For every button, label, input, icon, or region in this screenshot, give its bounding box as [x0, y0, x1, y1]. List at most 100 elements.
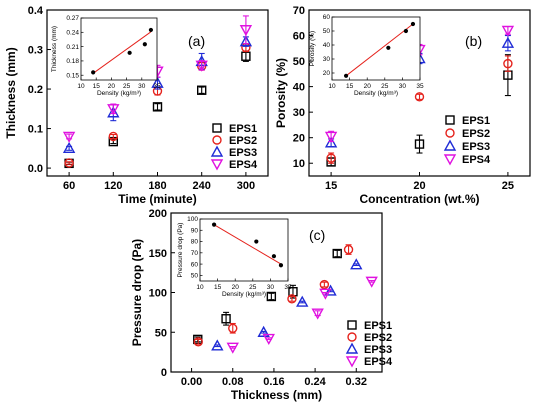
legend-label: EPS2 [229, 135, 257, 147]
legend-label: EPS1 [364, 320, 392, 332]
legend-label: EPS2 [462, 128, 490, 140]
x-axis-title: Thickness (mm) [231, 388, 322, 402]
x-tick-label: 0.08 [222, 376, 243, 388]
y-tick-label: 70 [293, 5, 305, 17]
legend-marker [212, 135, 222, 145]
data-point-eps1 [288, 287, 298, 297]
inset-x-tick-label: 25 [381, 83, 389, 90]
y-axis-title: Pressure drop (Pa) [130, 239, 144, 346]
data-point-eps1 [266, 291, 277, 302]
inset-chart: 10 15 20 25 30 35 0.15 0.18 0.21 0.24 0.27 Density … [51, 15, 161, 97]
y-tick-label: 60 [293, 31, 305, 43]
inset-data-point [148, 27, 154, 33]
panel-1: 15 20 25 10 20 30 40 50 60 70 Concentration (wt.%)… [274, 5, 531, 206]
inset-data-point [278, 263, 284, 268]
x-tick-label: 0.16 [263, 376, 284, 388]
inset-x-axis-title: Density (kg/m³) [222, 291, 266, 298]
legend-marker [212, 123, 222, 133]
y-tick-label: 200 [149, 208, 167, 220]
x-tick-label: 240 [193, 180, 211, 192]
data-point-eps4 [226, 342, 239, 354]
x-tick-label: 25 [502, 180, 514, 192]
inset-y-tick-label: 90 [191, 227, 199, 234]
legend-label: EPS3 [462, 141, 490, 153]
x-tick-label: 180 [148, 180, 166, 192]
data-point-eps3 [324, 284, 337, 296]
panel-label: (a) [188, 33, 205, 49]
inset-frame [80, 17, 158, 81]
inset-data-point [91, 70, 96, 75]
legend-marker [443, 139, 457, 151]
inset-y-axis-title: Pressure drop (Pa) [177, 223, 184, 278]
x-tick-label: 0.24 [304, 376, 326, 388]
data-point-eps3 [62, 141, 76, 154]
inset-y-tick-label: 0.24 [66, 30, 79, 37]
y-axis-title: Thickness (mm) [4, 47, 18, 138]
data-point-eps2 [64, 158, 74, 168]
legend-label: EPS3 [229, 147, 257, 159]
x-tick-label: 120 [104, 180, 122, 192]
data-point-eps4 [311, 308, 324, 320]
x-tick-label: 300 [237, 180, 255, 192]
data-point-eps2 [193, 337, 203, 347]
legend-label: EPS4 [229, 159, 258, 171]
data-point-eps4 [107, 104, 120, 116]
legend-label: EPS2 [364, 332, 392, 344]
inset-data-point [127, 50, 132, 55]
legend-label: EPS3 [364, 344, 392, 356]
inset-x-tick-label: 35 [153, 83, 161, 90]
data-point-eps4 [501, 25, 515, 37]
inset-x-tick-label: 30 [399, 83, 407, 90]
legend-marker [345, 356, 359, 368]
inset-y-axis-title: Thickness (mm) [51, 26, 58, 72]
data-point-eps2 [319, 279, 330, 290]
inset-x-tick-label: 15 [346, 83, 354, 90]
data-point-eps3 [296, 295, 309, 307]
error-bar [345, 244, 352, 255]
error-bar [110, 133, 117, 140]
inset-x-tick-label: 30 [267, 284, 275, 291]
inset-data-point [410, 21, 416, 27]
panel-label: (b) [465, 33, 482, 49]
data-point-eps3 [501, 36, 515, 48]
data-point-eps4 [319, 288, 332, 300]
data-point-eps1 [414, 139, 425, 149]
inset-data-point [211, 222, 217, 227]
data-point-eps2 [414, 92, 425, 102]
inset-y-tick-label: 70 [191, 250, 199, 257]
data-point-eps4 [239, 25, 253, 37]
inset-y-tick-label: 0.21 [66, 44, 79, 51]
inset-fit-line [213, 224, 282, 265]
error-bar [288, 295, 295, 302]
inset-x-tick-label: 25 [249, 284, 257, 291]
inset-data-point [271, 254, 277, 259]
data-point-eps3 [350, 258, 363, 270]
inset-y-tick-label: 100 [187, 216, 198, 223]
error-bar [198, 86, 205, 94]
data-point-eps4 [262, 333, 275, 346]
inset-data-point [254, 239, 259, 244]
inset-x-tick-label: 10 [77, 83, 85, 90]
legend-marker [443, 154, 457, 166]
legend-marker [445, 128, 455, 138]
inset-chart: 10 15 20 25 30 35 50 60 70 80 90 100 Density (kg/m³)… [177, 216, 292, 298]
x-tick-label: 0.32 [346, 376, 367, 388]
y-axis-title: Porosity (%) [274, 58, 288, 128]
legend-marker [347, 320, 357, 330]
x-axis-title: Time (minute) [118, 192, 196, 206]
x-tick-label: 0.00 [181, 376, 202, 388]
legend-label: EPS1 [229, 123, 257, 135]
y-tick-label: 50 [155, 327, 167, 339]
data-point-eps2 [228, 323, 238, 333]
data-point-eps4 [195, 60, 208, 72]
y-tick-label: 0.3 [28, 45, 43, 57]
error-bar [229, 322, 236, 334]
error-bar [66, 161, 73, 165]
error-bar [242, 15, 249, 45]
inset-chart: 10 15 20 25 30 35 20 30 40 50 60 Density (kg/m³) Por… [309, 14, 424, 97]
data-point-eps3 [211, 339, 224, 351]
